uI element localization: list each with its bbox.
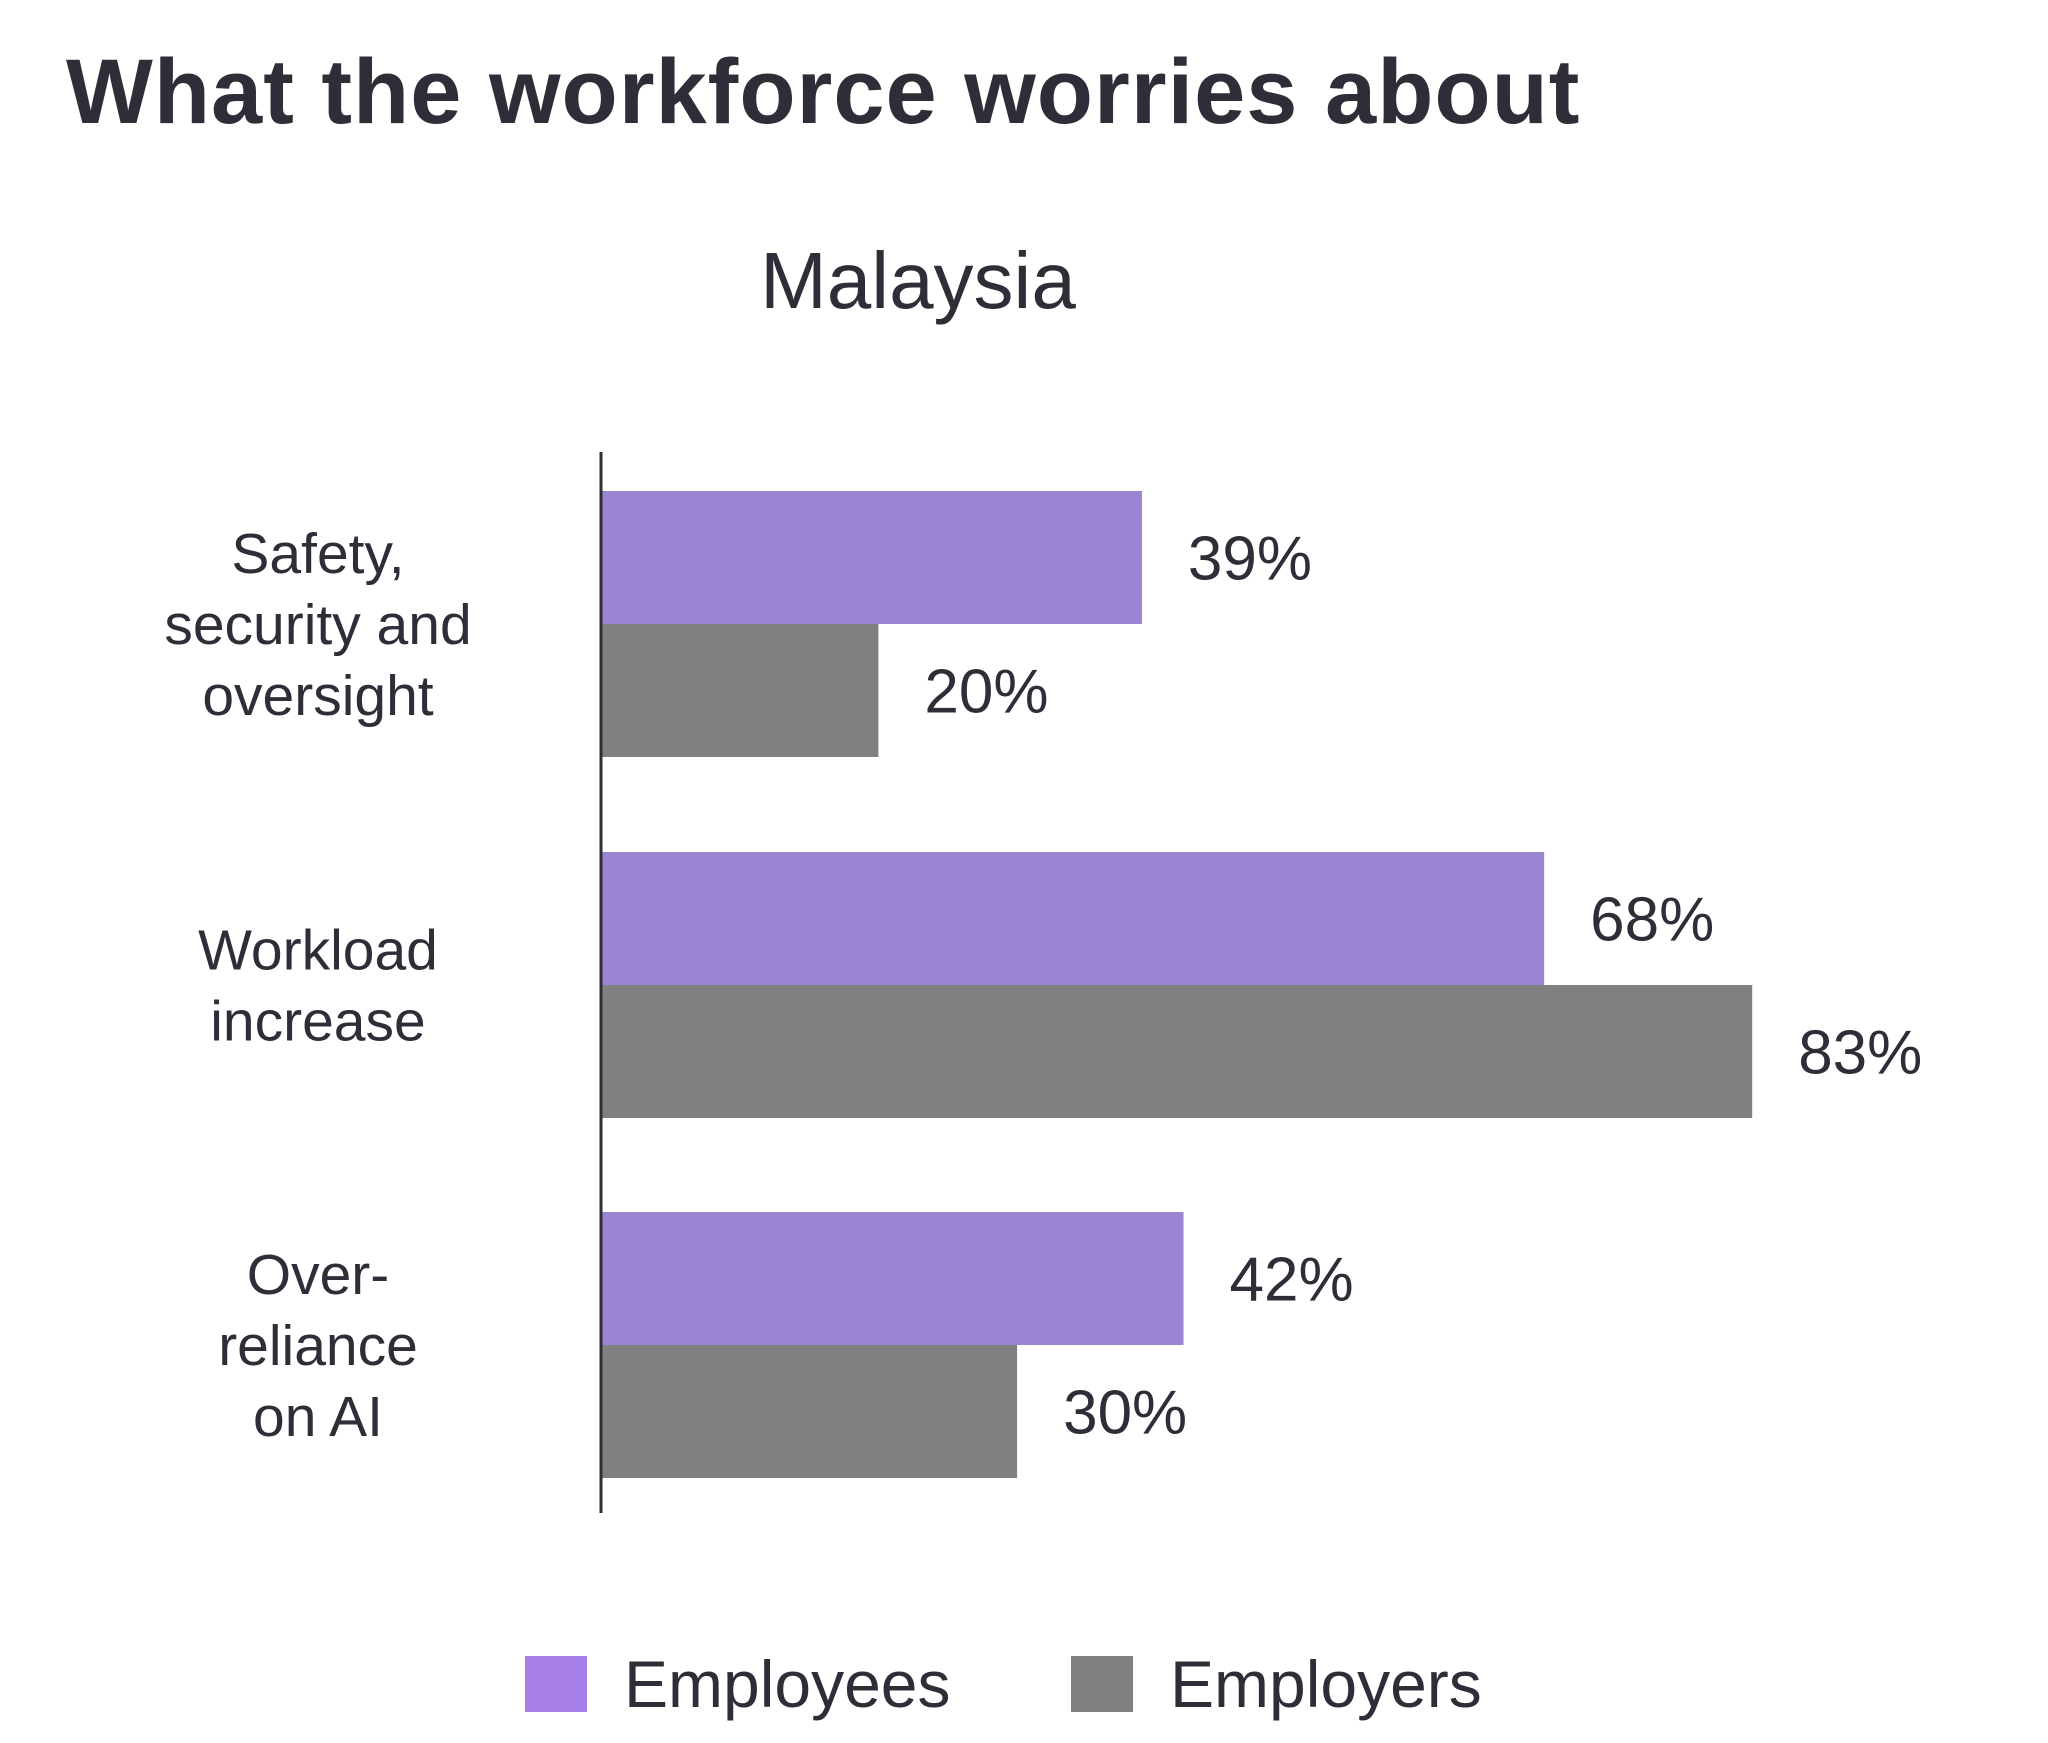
legend-swatch-employees — [525, 1656, 587, 1712]
legend-swatch-employers — [1071, 1656, 1133, 1712]
data-label: 39% — [1188, 525, 1312, 594]
legend-item-employers: Employers — [1071, 1646, 1482, 1722]
legend-item-employees: Employees — [525, 1646, 951, 1722]
category-label: Safety, security and oversight — [164, 522, 471, 728]
chart-subtitle: Malaysia — [760, 236, 1076, 325]
bar-employers-2 — [601, 1345, 1018, 1478]
data-label: 20% — [924, 658, 1048, 727]
bar-employees-0 — [601, 491, 1142, 624]
bar-employees-1 — [601, 852, 1545, 985]
data-label: 42% — [1230, 1246, 1354, 1315]
bar-employers-1 — [601, 985, 1753, 1118]
data-label: 68% — [1590, 886, 1714, 955]
data-label: 30% — [1063, 1379, 1187, 1448]
category-label: Workload increase — [198, 919, 438, 1054]
legend-label-employers: Employers — [1170, 1647, 1482, 1721]
bar-employers-0 — [601, 624, 879, 757]
category-label: Over-reliance on AI — [218, 1243, 418, 1449]
bar-employees-2 — [601, 1212, 1184, 1345]
chart-title: What the workforce worries about — [66, 41, 1581, 143]
legend-label-employees: Employees — [624, 1647, 951, 1721]
data-label: 83% — [1798, 1019, 1922, 1088]
